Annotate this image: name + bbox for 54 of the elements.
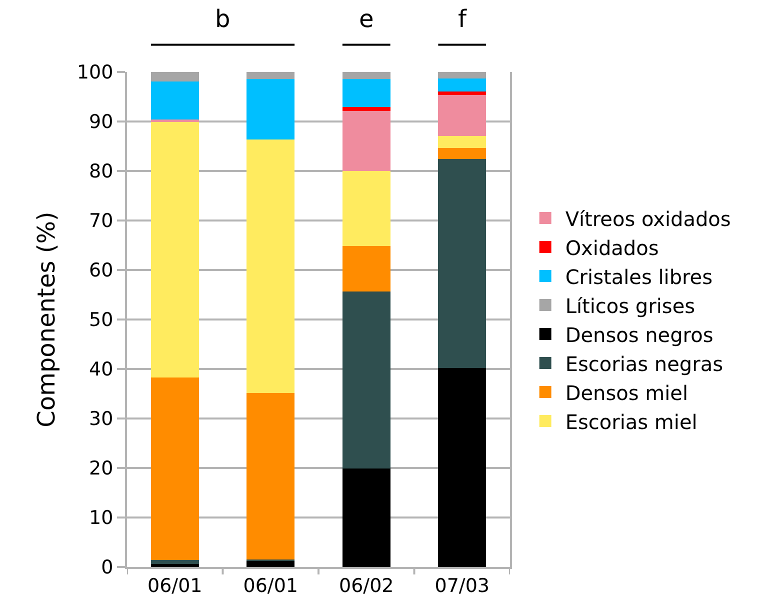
- bar: [342, 246, 390, 292]
- bar: [150, 81, 199, 120]
- y-tick-label: 30: [89, 408, 114, 430]
- y-axis-title: Componentes (%): [32, 212, 61, 428]
- bar: [150, 560, 199, 564]
- bar: [342, 111, 390, 171]
- bar: [438, 148, 486, 160]
- bar: [342, 291, 390, 468]
- bar: [150, 377, 199, 560]
- text: e: [359, 5, 374, 33]
- bar: [150, 72, 199, 82]
- bar: [246, 139, 295, 393]
- y-tick-label: 50: [89, 309, 114, 332]
- x-tick-label: 06/01: [243, 574, 298, 597]
- x-tick-label: 07/03: [434, 574, 490, 597]
- y-tick-label: 100: [76, 62, 114, 84]
- legend-label: Escorias miel: [565, 410, 698, 434]
- legend-label: Densos miel: [565, 380, 688, 405]
- bar: [438, 368, 486, 567]
- bar: [342, 171, 390, 246]
- bar: [342, 107, 390, 112]
- legend-label: Vítreos oxidados: [565, 206, 731, 231]
- text: f: [458, 5, 467, 33]
- bar: [438, 78, 486, 92]
- bar: [438, 72, 486, 78]
- y-tick-label: 90: [89, 111, 114, 134]
- legend-label: Escorias negras: [565, 352, 724, 376]
- y-tick-label: 70: [89, 210, 114, 232]
- y-tick-label: 60: [89, 260, 114, 282]
- bar: [342, 72, 390, 79]
- bar: [246, 72, 295, 79]
- bar: [246, 560, 295, 567]
- y-tick-label: 20: [89, 458, 114, 480]
- bar: [150, 564, 199, 567]
- bar: [438, 136, 486, 148]
- bar: [342, 78, 390, 108]
- bar: [246, 392, 295, 560]
- bar: [342, 468, 390, 567]
- x-tick-label: 06/02: [338, 574, 394, 597]
- y-tick-label: 40: [89, 358, 114, 381]
- legend-label: Densos negros: [565, 322, 714, 347]
- bar: [438, 94, 486, 136]
- bar: [150, 121, 199, 378]
- bar: [438, 91, 486, 95]
- bar: [438, 159, 486, 368]
- legend-label: Cristales libres: [565, 264, 713, 289]
- x-tick-label: 06/01: [147, 574, 202, 597]
- bar: [246, 78, 295, 140]
- legend-label: Oxidados: [565, 236, 659, 260]
- y-tick-label: 0: [101, 556, 114, 579]
- y-tick-label: 80: [89, 160, 114, 183]
- text: b: [215, 5, 230, 33]
- legend-label: Líticos grises: [565, 294, 696, 318]
- y-tick-label: 10: [89, 507, 114, 530]
